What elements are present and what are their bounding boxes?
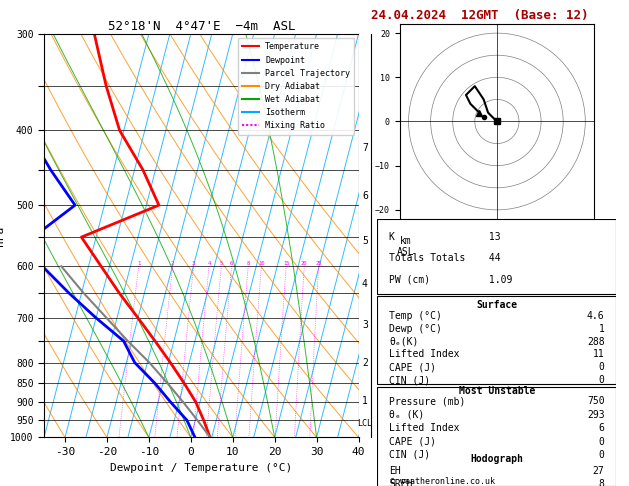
Text: θₑ(K): θₑ(K) — [389, 337, 419, 347]
Text: 4: 4 — [208, 261, 211, 266]
Text: Lifted Index: Lifted Index — [389, 423, 460, 433]
Text: 0: 0 — [599, 362, 604, 372]
Text: CAPE (J): CAPE (J) — [389, 362, 437, 372]
Text: 2: 2 — [171, 261, 174, 266]
Text: 6: 6 — [230, 261, 233, 266]
Text: 0: 0 — [599, 436, 604, 447]
Text: LCL: LCL — [357, 419, 372, 428]
Text: 2: 2 — [362, 359, 368, 368]
Text: Totals Totals    44: Totals Totals 44 — [389, 254, 501, 263]
Text: 6: 6 — [362, 191, 368, 201]
Text: 7: 7 — [362, 143, 368, 154]
Text: 4.6: 4.6 — [587, 311, 604, 321]
Text: Temp (°C): Temp (°C) — [389, 311, 442, 321]
Text: PW (cm)          1.09: PW (cm) 1.09 — [389, 275, 513, 285]
FancyBboxPatch shape — [377, 296, 616, 384]
Text: 750: 750 — [587, 397, 604, 406]
Text: 0: 0 — [599, 450, 604, 460]
Text: Hodograph: Hodograph — [470, 454, 523, 464]
Text: EH: EH — [389, 466, 401, 476]
Text: CIN (J): CIN (J) — [389, 450, 430, 460]
Text: 5: 5 — [220, 261, 223, 266]
X-axis label: kt: kt — [399, 243, 411, 253]
Y-axis label: km
ASL: km ASL — [397, 236, 415, 257]
Text: 15: 15 — [283, 261, 289, 266]
Y-axis label: hPa: hPa — [0, 226, 4, 246]
Text: Pressure (mb): Pressure (mb) — [389, 397, 465, 406]
Text: 293: 293 — [587, 410, 604, 420]
FancyBboxPatch shape — [377, 219, 616, 294]
Title: 52°18'N  4°47'E  −4m  ASL: 52°18'N 4°47'E −4m ASL — [108, 20, 295, 33]
Text: 20: 20 — [301, 261, 308, 266]
Text: θₑ (K): θₑ (K) — [389, 410, 425, 420]
X-axis label: Dewpoint / Temperature (°C): Dewpoint / Temperature (°C) — [110, 463, 292, 473]
Text: CAPE (J): CAPE (J) — [389, 436, 437, 447]
Text: 4: 4 — [362, 279, 368, 289]
Text: 11: 11 — [593, 349, 604, 360]
Text: CIN (J): CIN (J) — [389, 375, 430, 385]
Text: 8: 8 — [247, 261, 250, 266]
Legend: Temperature, Dewpoint, Parcel Trajectory, Dry Adiabat, Wet Adiabat, Isotherm, Mi: Temperature, Dewpoint, Parcel Trajectory… — [238, 38, 354, 135]
Text: 1: 1 — [137, 261, 140, 266]
Text: Surface: Surface — [476, 300, 518, 310]
Text: 24.04.2024  12GMT  (Base: 12): 24.04.2024 12GMT (Base: 12) — [371, 9, 589, 22]
Text: 1: 1 — [599, 324, 604, 334]
Text: © weatheronline.co.uk: © weatheronline.co.uk — [390, 477, 495, 486]
Text: 27: 27 — [593, 466, 604, 476]
Text: 3: 3 — [362, 320, 368, 330]
Text: K                13: K 13 — [389, 232, 501, 242]
Text: Lifted Index: Lifted Index — [389, 349, 460, 360]
Text: Most Unstable: Most Unstable — [459, 386, 535, 396]
Text: 6: 6 — [599, 423, 604, 433]
Text: 10: 10 — [258, 261, 265, 266]
Text: 25: 25 — [315, 261, 322, 266]
Text: Dewp (°C): Dewp (°C) — [389, 324, 442, 334]
Text: 0: 0 — [599, 375, 604, 385]
Text: SREH: SREH — [389, 479, 413, 486]
Text: 5: 5 — [362, 236, 368, 246]
Text: 288: 288 — [587, 337, 604, 347]
Text: 3: 3 — [192, 261, 195, 266]
FancyBboxPatch shape — [377, 387, 616, 486]
Text: 8: 8 — [599, 479, 604, 486]
Text: 1: 1 — [362, 397, 368, 406]
